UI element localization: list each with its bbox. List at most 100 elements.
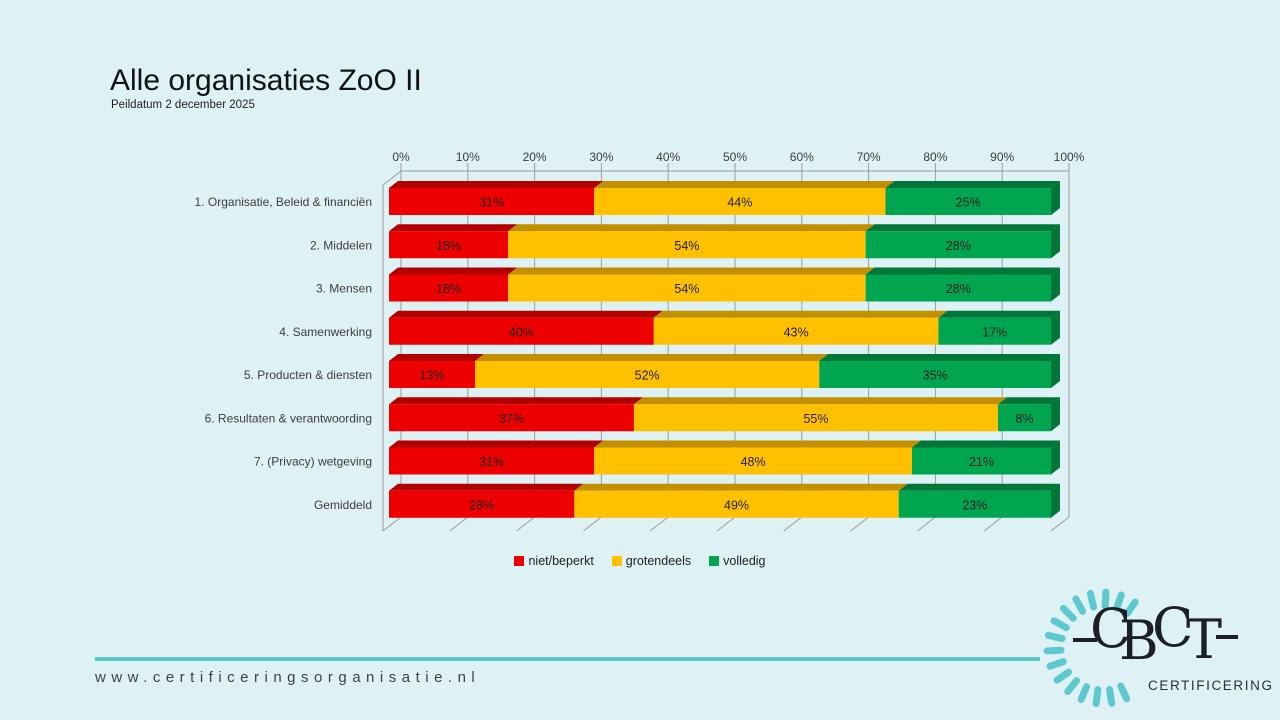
bar-segment	[508, 274, 866, 302]
bar-segment-top	[389, 224, 518, 232]
bar-value-label: 37%	[499, 412, 524, 426]
logo-dash	[1101, 588, 1110, 610]
logo-dash	[1113, 591, 1125, 612]
bar-segment	[475, 361, 820, 388]
bar-value-label: 54%	[674, 282, 699, 296]
bar-value-label: 8%	[1015, 412, 1033, 426]
logo-dash	[1077, 683, 1091, 704]
chart-legend: niet/beperkt grotendeels volledig	[0, 554, 1280, 568]
bar-segment	[389, 361, 476, 388]
floor-gridline	[917, 516, 936, 532]
bar-value-label: 18%	[436, 239, 461, 253]
bar-value-label: 31%	[479, 455, 504, 469]
legend-item-grotendeels: grotendeels	[611, 554, 691, 568]
bar-value-label: 35%	[923, 369, 948, 383]
bar-segment-top	[389, 354, 485, 361]
bar-segment-top	[389, 440, 604, 448]
logo-right-bar	[1216, 635, 1238, 639]
bar-segment	[865, 231, 1051, 259]
logo-sunburst-dashes-icon	[1043, 588, 1139, 708]
floor-gridline	[850, 516, 869, 532]
axis-tick-label: 60%	[790, 150, 814, 164]
bar-segment-side	[1051, 440, 1060, 475]
bar-segment	[389, 274, 509, 302]
bar-segment-side	[1051, 224, 1060, 259]
floor-gridline	[382, 516, 402, 532]
bar-segment	[911, 447, 1051, 475]
floor-gridline	[649, 516, 669, 532]
bar-segment	[389, 317, 654, 345]
legend-swatch-green	[709, 556, 720, 566]
axis-tick-label: 30%	[589, 150, 613, 164]
bar-segment-top	[911, 440, 1060, 448]
bar-value-label: 28%	[946, 239, 971, 253]
bar-value-label: 54%	[674, 239, 699, 253]
logo-dash	[1117, 682, 1131, 703]
axis-tick-label: 80%	[923, 150, 947, 164]
bar-segment-side	[1051, 181, 1060, 215]
bar-segment-top	[508, 267, 875, 275]
slide-subtitle: Peildatum 2 december 2025	[111, 99, 255, 111]
bar-value-label: 17%	[982, 325, 1007, 339]
bar-segment-top	[633, 397, 1008, 405]
category-label: 1. Organisatie, Beleid & financiën	[195, 195, 372, 209]
bar-segment-side	[1051, 397, 1060, 432]
bar-segment-top	[389, 181, 604, 188]
category-label: 3. Mensen	[316, 282, 372, 296]
logo-subtext: CERTIFICERING	[1148, 678, 1274, 693]
bar-segment	[389, 447, 595, 475]
bar-segment-top	[389, 310, 663, 318]
logo-dash	[1092, 686, 1102, 708]
bar-value-label: 28%	[946, 282, 971, 296]
bar-segment	[998, 404, 1051, 432]
logo-dash	[1046, 658, 1067, 670]
footer-url: www.certificeringsorganisatie.nl	[95, 669, 481, 686]
bar-value-label: 52%	[635, 369, 660, 383]
bar-value-label: 18%	[436, 282, 461, 296]
legend-swatch-yellow	[611, 556, 622, 566]
bar-segment	[653, 317, 939, 345]
logo-dash	[1043, 646, 1065, 655]
bar-segment-top	[885, 181, 1060, 188]
logo-dash	[1044, 631, 1066, 643]
bar-segment	[594, 447, 912, 475]
bar-value-label: 49%	[724, 498, 749, 512]
logo-dash	[1050, 617, 1070, 632]
legend-label-niet-beperkt: niet/beperkt	[528, 554, 594, 568]
bar-segment-top	[389, 397, 643, 405]
logo-dash	[1059, 604, 1077, 622]
floor-gridline	[1050, 516, 1070, 532]
footer-divider	[95, 657, 1040, 661]
bar-segment	[898, 490, 1051, 518]
logo-letter-t3: T	[1186, 608, 1223, 671]
bar-value-label: 43%	[784, 325, 809, 339]
axis-tick-label: 20%	[523, 150, 547, 164]
axis-tick-label: 0%	[392, 150, 410, 164]
bar-segment	[633, 404, 999, 432]
bar-segment-top	[389, 483, 584, 491]
axis-tick-label: 40%	[656, 150, 680, 164]
category-label: 5. Producten & diensten	[244, 368, 372, 382]
logo-dash	[1053, 668, 1073, 684]
bar-segment	[819, 361, 1051, 388]
axis-tick-label: 50%	[723, 150, 747, 164]
bar-value-label: 31%	[479, 196, 504, 210]
bar-segment	[389, 490, 575, 518]
bar-segment-side	[1051, 354, 1060, 388]
logo-letter-c2: C	[1152, 596, 1194, 659]
logo-letter-c0: C	[1090, 597, 1132, 660]
bar-segment-top	[389, 267, 518, 275]
bar-value-label: 48%	[741, 455, 766, 469]
category-label: 6. Resultaten & verantwoording	[205, 411, 372, 425]
bar-value-label: 13%	[420, 369, 445, 383]
logo-dash	[1086, 589, 1098, 611]
bar-segment-side	[1051, 267, 1060, 302]
bar-value-label: 55%	[803, 412, 828, 426]
category-label: 7. (Privacy) wetgeving	[254, 455, 372, 469]
axis-tick-label: 10%	[456, 150, 480, 164]
logo-left-bar	[1073, 638, 1097, 642]
floor-gridline	[983, 516, 1003, 532]
bar-segment	[594, 188, 886, 215]
bar-segment-top	[819, 354, 1060, 361]
